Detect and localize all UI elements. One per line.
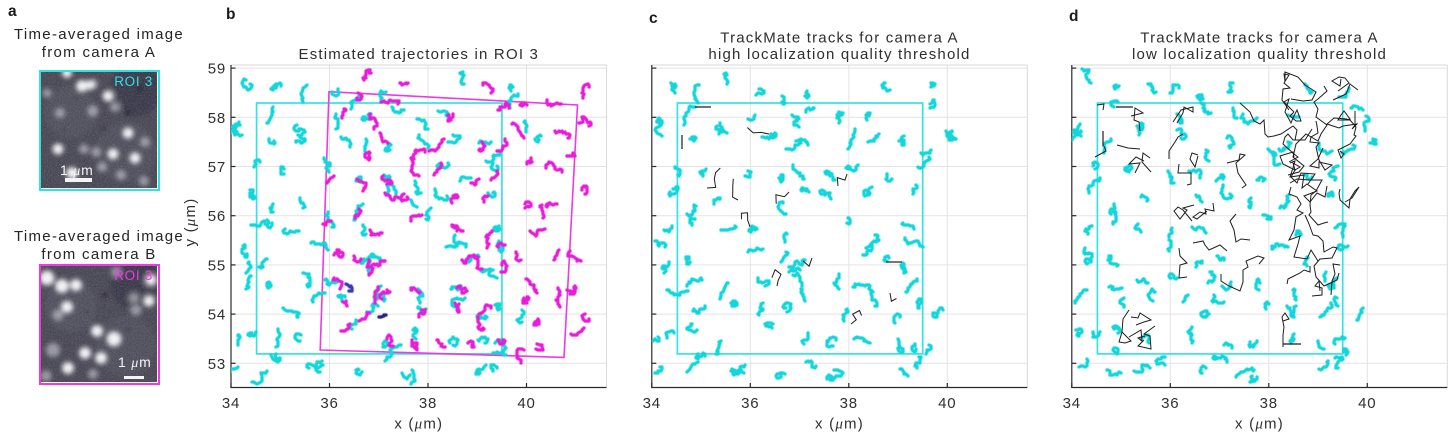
svg-text:36: 36 [741, 395, 759, 412]
svg-text:40: 40 [517, 395, 535, 412]
svg-text:40: 40 [938, 395, 956, 412]
svg-text:38: 38 [419, 395, 437, 412]
svg-text:34: 34 [1063, 395, 1081, 412]
svg-text:34: 34 [643, 395, 661, 412]
svg-text:x (μm): x (μm) [1235, 416, 1284, 433]
svg-text:38: 38 [1260, 395, 1278, 412]
svg-text:36: 36 [1161, 395, 1179, 412]
svg-text:56: 56 [208, 208, 226, 225]
svg-text:59: 59 [208, 61, 226, 78]
svg-text:34: 34 [222, 395, 240, 412]
svg-text:x (μm): x (μm) [815, 416, 864, 433]
svg-text:low localization quality thres: low localization quality threshold [1132, 46, 1387, 63]
svg-text:36: 36 [320, 395, 338, 412]
svg-text:TrackMate tracks for camera A: TrackMate tracks for camera A [1140, 30, 1378, 47]
svg-text:TrackMate tracks for camera A: TrackMate tracks for camera A [720, 30, 958, 47]
svg-text:57: 57 [208, 159, 226, 176]
svg-text:53: 53 [208, 356, 226, 373]
svg-text:58: 58 [208, 110, 226, 127]
svg-text:high localization quality thre: high localization quality threshold [708, 46, 970, 63]
svg-text:38: 38 [840, 395, 858, 412]
svg-text:y (μm): y (μm) [182, 198, 199, 247]
svg-text:54: 54 [208, 307, 226, 324]
svg-text:x (μm): x (μm) [394, 416, 443, 433]
svg-text:55: 55 [208, 257, 226, 274]
svg-text:40: 40 [1358, 395, 1376, 412]
svg-text:Estimated trajectories in ROI: Estimated trajectories in ROI 3 [298, 46, 539, 63]
